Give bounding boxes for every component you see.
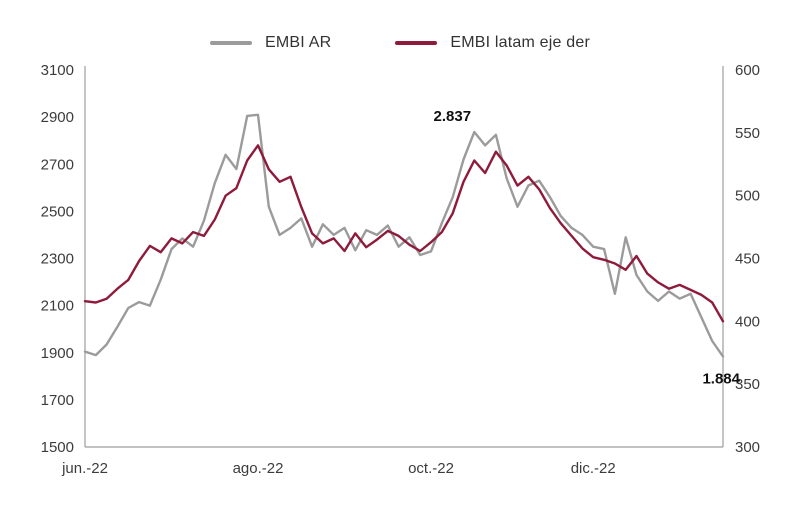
x-axis-tick-label: dic.-22: [571, 460, 616, 477]
y-axis-right-tick-label: 550: [735, 125, 760, 142]
y-axis-right-tick-label: 400: [735, 313, 760, 330]
y-axis-left-tick-label: 1500: [41, 439, 74, 456]
series-line-embi-latam-eje-der: [83, 144, 725, 323]
y-axis-right-tick-label: 450: [735, 251, 760, 268]
legend-item-embi-ar: EMBI AR: [210, 34, 331, 52]
legend-label-embi-latam: EMBI latam eje der: [450, 34, 590, 51]
annotation-label: 2.837: [434, 108, 472, 125]
y-axis-left-tick-label: 2100: [41, 298, 74, 315]
legend-label-embi-ar: EMBI AR: [265, 34, 332, 51]
legend-swatch-embi-latam: [395, 41, 438, 45]
annotation-label: 1.884: [702, 371, 740, 388]
chart-svg: 1500 1700 1900 2100 2300 2500 2700 2900 3100 300 3…: [41, 62, 760, 477]
y-axis-right-tick-label: 300: [735, 439, 760, 456]
y-axis-left-tick-label: 2700: [41, 156, 74, 173]
legend-swatch-embi-ar: [210, 41, 253, 45]
y-axis-right-tick-label: 600: [735, 62, 760, 79]
y-axis-left-tick-label: 1700: [41, 392, 74, 409]
y-axis-right-tick-label: 350: [735, 376, 760, 393]
y-axis-left-tick-label: 2500: [41, 203, 74, 220]
series-line-embi-ar: [83, 113, 725, 358]
y-axis-right-tick-label: 500: [735, 188, 760, 205]
x-axis-tick-label: jun.-22: [61, 460, 108, 477]
y-axis-left-tick-label: 2300: [41, 251, 74, 268]
y-axis-left-tick-label: 2900: [41, 109, 74, 126]
chart-legend: EMBI AR EMBI latam eje der: [0, 0, 800, 56]
y-axis-left-tick-label: 3100: [41, 62, 74, 79]
y-axis-left-tick-label: 1900: [41, 345, 74, 362]
x-axis-tick-label: ago.-22: [233, 460, 284, 477]
x-axis-tick-label: oct.-22: [408, 460, 454, 477]
legend-item-embi-latam: EMBI latam eje der: [395, 34, 590, 52]
